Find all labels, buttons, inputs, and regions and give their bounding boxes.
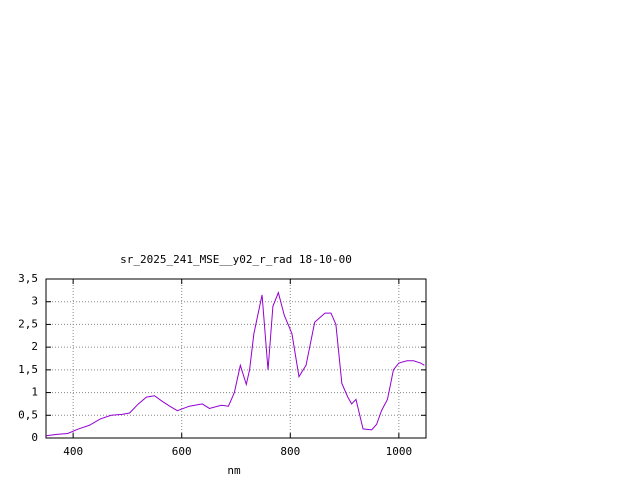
x-tick-label: 1000 [386,445,413,458]
y-tick-label: 2,5 [18,317,38,330]
x-tick-label: 600 [172,445,192,458]
x-tick-label: 400 [63,445,83,458]
data-line [45,291,425,437]
x-tick-label: 800 [280,445,300,458]
y-tick-label: 1,5 [18,363,38,376]
y-tick-label: 3 [31,295,38,308]
y-tick-label: 1 [31,386,38,399]
y-tick-label: 0 [31,431,38,444]
y-tick-label: 3,5 [18,272,38,285]
y-tick-label: 0,5 [18,408,38,421]
chart-title: sr_2025_241_MSE__y02_r_rad 18-10-00 [120,253,352,266]
plot-frame [45,278,427,439]
x-axis-label: nm [227,464,241,477]
y-tick-label: 2 [31,340,38,353]
